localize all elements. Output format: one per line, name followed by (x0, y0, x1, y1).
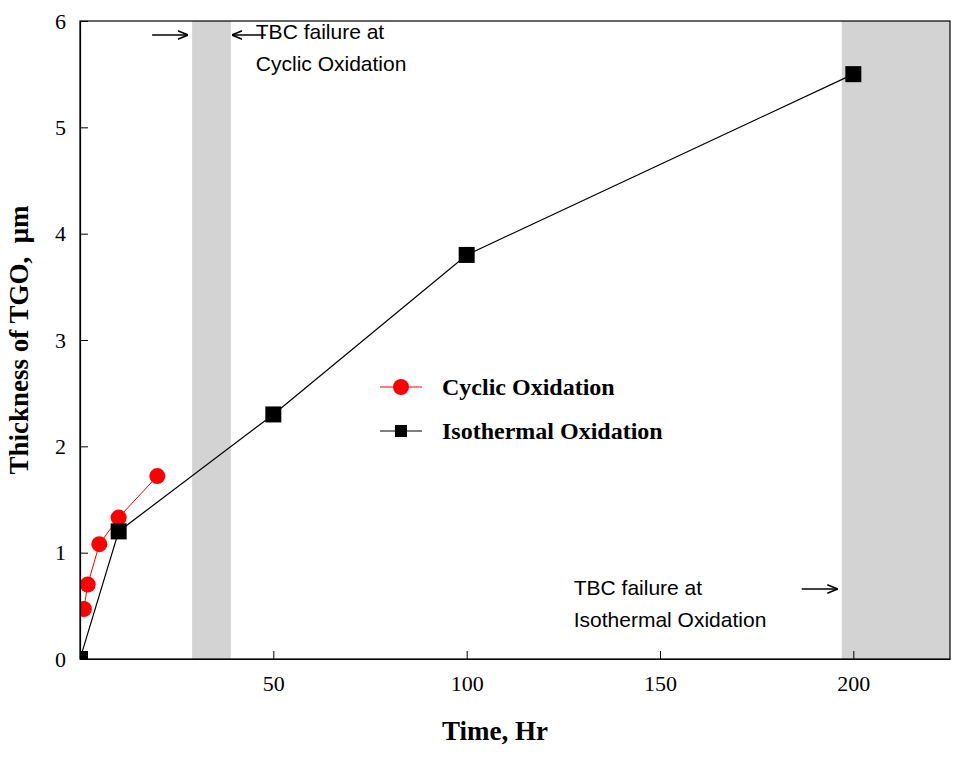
y-tick-label: 5 (55, 115, 66, 140)
data-point (265, 406, 281, 422)
x-tick-mark (660, 651, 661, 659)
data-point (91, 536, 107, 552)
x-axis-title: Time, Hr (442, 716, 548, 746)
data-point (80, 601, 92, 617)
y-tick: 4 (55, 221, 88, 246)
y-tick-mark (80, 127, 88, 128)
legend-marker (395, 425, 407, 437)
x-tick-mark (273, 651, 274, 659)
y-tick: 6 (55, 9, 88, 34)
chart: 50 100 150 200 0 1 2 3 4 5 6 TBC failure at Cyclic O… (0, 0, 961, 770)
x-tick-mark (467, 651, 468, 659)
legend-label: Isothermal Oxidation (442, 418, 663, 444)
plot-frame (80, 21, 950, 659)
series-line (84, 476, 157, 609)
x-tick-label: 100 (451, 671, 484, 696)
data-area (80, 21, 950, 659)
shaded-region (192, 21, 231, 659)
data-point (111, 523, 127, 539)
legend-marker (393, 379, 409, 395)
annotations: TBC failure at Cyclic Oxidation TBC failur… (152, 20, 837, 631)
legend-label: Cyclic Oxidation (442, 374, 615, 400)
x-axis-line (81, 659, 951, 660)
x-tick: 50 (263, 651, 285, 696)
legend: Cyclic Oxidation Isothermal Oxidation (380, 374, 663, 444)
x-tick: 200 (837, 651, 870, 696)
annotation-text: Cyclic Oxidation (256, 52, 407, 75)
x-tick: 100 (451, 651, 484, 696)
y-tick-mark (80, 446, 88, 447)
annotation-text: TBC failure at (574, 576, 703, 599)
y-tick-label: 6 (55, 9, 66, 34)
y-tick: 3 (55, 328, 88, 353)
y-tick: 1 (55, 540, 88, 565)
data-point (845, 66, 861, 82)
y-tick: 0 (55, 647, 88, 672)
y-tick-mark (80, 21, 88, 22)
plot: 50 100 150 200 0 1 2 3 4 5 6 TBC failure at Cyclic O… (55, 9, 951, 696)
data-point (80, 577, 96, 593)
data-point (80, 651, 88, 659)
y-axis: 0 1 2 3 4 5 6 (55, 9, 88, 672)
y-tick-mark (80, 659, 88, 660)
x-tick-label: 50 (263, 671, 285, 696)
annotation-text: TBC failure at (256, 20, 385, 43)
x-tick-label: 200 (837, 671, 870, 696)
y-axis-title: Thickness of TGO, μm (4, 205, 34, 475)
y-tick-label: 0 (55, 647, 66, 672)
y-tick-label: 3 (55, 328, 66, 353)
shaded-region (842, 21, 950, 659)
annotation-text: Isothermal Oxidation (574, 608, 767, 631)
y-tick-label: 1 (55, 540, 66, 565)
y-tick-label: 4 (55, 221, 66, 246)
y-tick-mark (80, 234, 88, 235)
y-tick: 5 (55, 115, 88, 140)
annotation-arrow (152, 34, 187, 36)
data-point (149, 468, 165, 484)
y-tick-label: 2 (55, 434, 66, 459)
annotation-arrow (802, 588, 837, 590)
x-tick-label: 150 (644, 671, 677, 696)
x-axis: 50 100 150 200 (81, 651, 951, 696)
y-tick-mark (80, 340, 88, 341)
y-tick: 2 (55, 434, 88, 459)
y-tick-mark (80, 553, 88, 554)
x-tick-mark (853, 651, 854, 659)
data-point (459, 247, 475, 263)
series-line (80, 74, 853, 659)
data-point (111, 510, 127, 526)
x-tick: 150 (644, 651, 677, 696)
